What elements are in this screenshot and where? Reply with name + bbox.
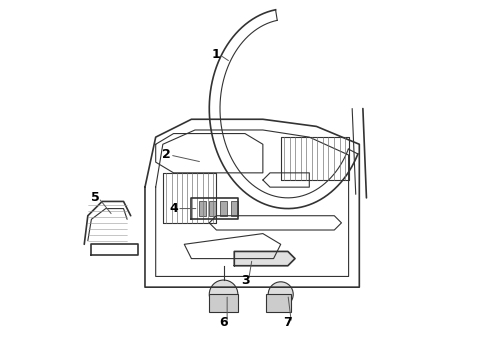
Text: 6: 6 xyxy=(219,316,228,329)
Bar xyxy=(267,294,292,312)
Text: 1: 1 xyxy=(212,49,221,62)
Text: 4: 4 xyxy=(169,202,178,215)
Circle shape xyxy=(268,282,293,307)
Polygon shape xyxy=(234,251,295,266)
Bar xyxy=(198,202,206,216)
Circle shape xyxy=(209,280,238,309)
Text: 5: 5 xyxy=(91,192,99,204)
Text: 7: 7 xyxy=(284,316,292,329)
Bar xyxy=(209,202,217,216)
Text: 3: 3 xyxy=(241,274,249,287)
Bar xyxy=(220,202,227,216)
Bar xyxy=(209,294,238,312)
Bar xyxy=(231,202,238,216)
Text: 2: 2 xyxy=(162,148,171,162)
